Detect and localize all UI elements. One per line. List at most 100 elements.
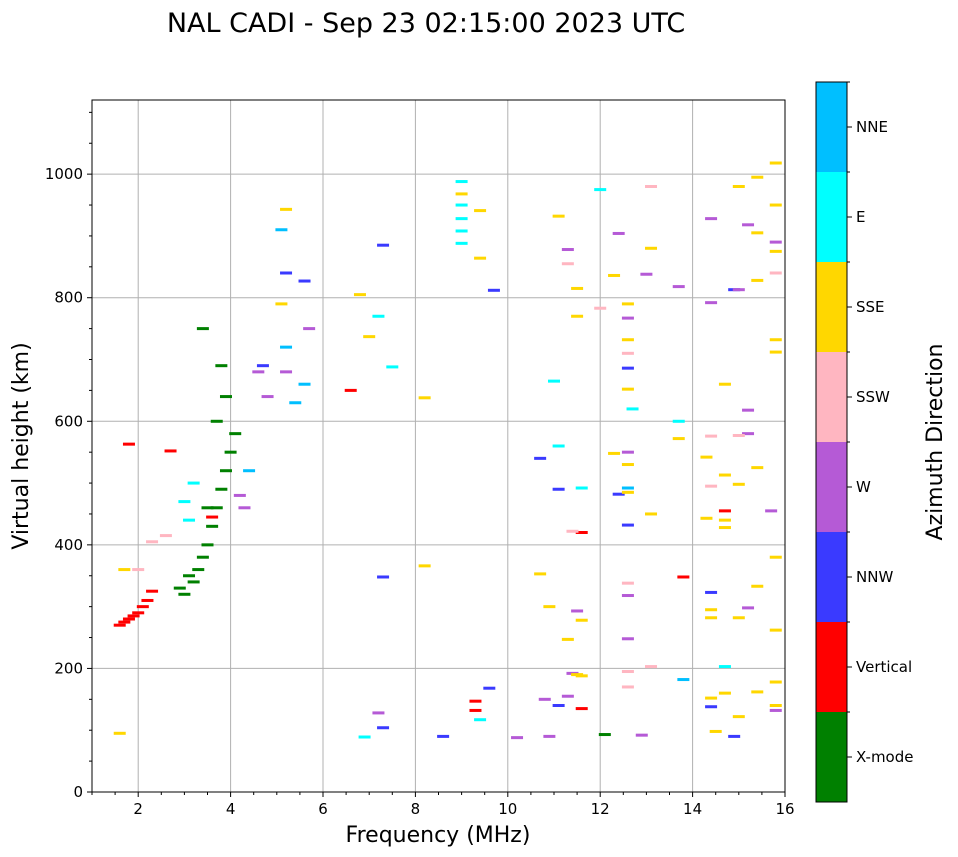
echo-point <box>187 580 200 584</box>
colorbar-frame <box>815 81 848 803</box>
echo-point <box>621 316 634 320</box>
echo-point <box>561 248 574 252</box>
y-tick-label: 200 <box>54 659 83 677</box>
y-tick-label: 600 <box>54 412 83 430</box>
echo-point <box>769 203 782 207</box>
y-tick-label: 1000 <box>45 165 83 183</box>
echo-point <box>118 568 131 572</box>
echo-point <box>571 286 584 290</box>
echo-point <box>141 598 154 602</box>
echo-point <box>243 469 256 473</box>
echo-point <box>769 161 782 165</box>
colorbar-label: X-mode <box>856 748 913 766</box>
colorbar-swatch <box>816 712 847 802</box>
echo-point <box>769 708 782 712</box>
echo-point <box>621 523 634 527</box>
echo-point <box>608 451 621 455</box>
echo-point <box>377 243 390 247</box>
echo-point <box>122 442 135 446</box>
echo-point <box>769 271 782 275</box>
echo-point <box>280 370 293 374</box>
x-tick-label: 12 <box>591 800 610 818</box>
echo-point <box>732 482 745 486</box>
echo-point <box>206 515 219 519</box>
y-tick-label: 0 <box>73 783 83 801</box>
echo-point <box>353 293 366 297</box>
echo-point <box>118 620 131 624</box>
echo-point <box>280 345 293 349</box>
echo-point <box>575 618 588 622</box>
echo-point <box>751 690 764 694</box>
echo-point <box>455 229 468 233</box>
echo-point <box>224 450 237 454</box>
echo-point <box>769 680 782 684</box>
echo-point <box>571 609 584 613</box>
echo-point <box>201 506 214 510</box>
echo-point <box>552 487 565 491</box>
echo-point <box>621 338 634 342</box>
echo-point <box>700 455 713 459</box>
y-tick-label: 400 <box>54 536 83 554</box>
echo-point <box>705 217 718 221</box>
echo-point <box>732 715 745 719</box>
echo-point <box>742 432 755 436</box>
echo-point <box>206 524 219 528</box>
echo-point <box>621 685 634 689</box>
echo-point <box>769 240 782 244</box>
colorbar-swatch <box>816 262 847 352</box>
echo-point <box>751 466 764 470</box>
echo-point <box>742 408 755 412</box>
echo-point <box>534 456 547 460</box>
echo-point <box>769 350 782 354</box>
echo-point <box>608 273 621 277</box>
echo-point <box>552 444 565 448</box>
echo-point <box>571 673 584 677</box>
echo-point <box>732 288 745 292</box>
echo-point <box>178 592 191 596</box>
echo-point <box>113 731 126 735</box>
echo-point <box>358 735 371 739</box>
echo-point <box>718 473 731 477</box>
echo-point <box>215 487 228 491</box>
echo-point <box>483 686 496 690</box>
echo-point <box>769 249 782 253</box>
echo-point <box>275 228 288 232</box>
echo-point <box>705 705 718 709</box>
echo-point <box>621 351 634 355</box>
x-tick-label: 6 <box>318 800 328 818</box>
colorbar-label: NNE <box>856 118 888 136</box>
echo-point <box>561 262 574 266</box>
x-tick-label: 10 <box>498 800 517 818</box>
echo-point <box>594 188 607 192</box>
echo-point <box>621 486 634 490</box>
echo-point <box>164 449 177 453</box>
echo-point <box>113 623 126 627</box>
echo-point <box>543 734 556 738</box>
echo-point <box>645 246 658 250</box>
echo-point <box>705 616 718 620</box>
x-axis-label: Frequency (MHz) <box>346 823 531 848</box>
echo-point <box>645 185 658 188</box>
x-axis-ticks: 2 4 6 8 10 12 14 16 <box>91 792 795 818</box>
echo-point <box>377 575 390 579</box>
echo-point <box>252 370 265 374</box>
echo-point <box>621 366 634 370</box>
echo-point <box>728 734 741 738</box>
echo-point <box>621 302 634 306</box>
echo-point <box>635 733 648 737</box>
echo-point <box>705 484 718 488</box>
echo-point <box>229 432 242 436</box>
echo-point <box>677 575 690 579</box>
echo-point <box>298 382 311 386</box>
echo-point <box>474 718 487 722</box>
echo-point <box>751 231 764 235</box>
echo-point <box>571 314 584 318</box>
echo-point <box>455 203 468 207</box>
echo-point <box>548 379 560 383</box>
echo-point <box>552 214 565 218</box>
echo-point <box>173 586 186 590</box>
echo-point <box>718 691 731 695</box>
echo-point <box>769 704 782 707</box>
echo-point <box>561 694 574 698</box>
